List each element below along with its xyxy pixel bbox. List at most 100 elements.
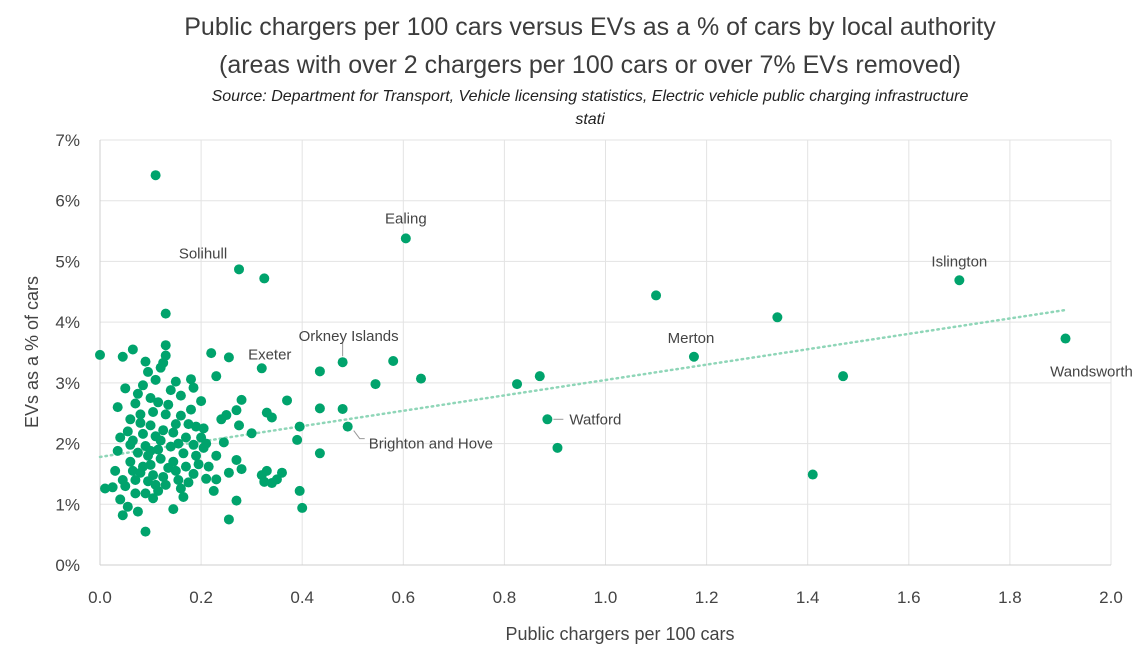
- point-annotation: Exeter: [248, 346, 291, 363]
- data-point: [127, 465, 138, 476]
- chart-title-line-2: (areas with over 2 chargers per 100 cars…: [219, 51, 961, 79]
- y-tick-label: 6%: [55, 192, 80, 211]
- data-point: [256, 363, 267, 374]
- data-point: [168, 427, 179, 438]
- data-point: [178, 448, 189, 459]
- data-point: [191, 421, 202, 432]
- data-point: [125, 439, 136, 450]
- x-tick-label: 0.8: [493, 588, 517, 607]
- y-tick-label: 1%: [55, 495, 80, 514]
- data-point: [178, 492, 189, 502]
- data-point: [140, 356, 151, 367]
- data-point: [223, 514, 234, 525]
- data-point: [165, 385, 176, 396]
- data-point: [314, 448, 325, 459]
- data-point: [137, 380, 148, 391]
- data-point: [201, 473, 212, 484]
- x-tick-label: 2.0: [1099, 588, 1123, 607]
- data-point: [183, 419, 194, 430]
- data-point: [160, 409, 171, 420]
- data-point: [145, 420, 156, 431]
- data-point: [120, 481, 131, 492]
- data-point: [282, 395, 293, 406]
- data-point: [170, 465, 181, 476]
- data-point: [246, 428, 257, 439]
- data-point: [158, 471, 169, 482]
- data-point: [191, 450, 202, 461]
- data-point: [415, 373, 426, 384]
- data-point: [125, 456, 136, 467]
- data-point: [137, 428, 148, 439]
- x-axis-title: Public chargers per 100 cars: [505, 624, 734, 644]
- data-point: [314, 366, 325, 377]
- data-point: [150, 170, 161, 181]
- chart-subtitle-line-1: Source: Department for Transport, Vehicl…: [212, 88, 969, 105]
- data-point: [130, 475, 141, 485]
- data-point: [148, 407, 159, 417]
- data-point: [163, 462, 174, 473]
- data-point: [188, 382, 199, 393]
- data-point: [185, 374, 196, 385]
- data-point: [132, 506, 143, 517]
- data-point: [211, 474, 222, 485]
- data-point: [107, 482, 118, 493]
- y-tick-label: 0%: [55, 556, 80, 575]
- data-point: [143, 476, 154, 487]
- data-point: [112, 445, 123, 456]
- y-tick-labels: 0% 1% 2% 3% 4% 5% 6% 7%: [55, 131, 80, 575]
- data-point: [163, 399, 174, 410]
- data-point: [173, 475, 184, 485]
- data-point: [175, 483, 186, 494]
- point-annotation: Wandsworth: [1050, 364, 1133, 381]
- data-point: [261, 465, 272, 476]
- x-tick-label: 1.8: [998, 588, 1022, 607]
- point-annotation: Orkney Islands: [299, 328, 399, 345]
- annotations: Ealing Solihull Islington Orkney Islands Exe…: [179, 210, 1133, 452]
- x-tick-label: 0.2: [189, 588, 213, 607]
- data-point: [168, 504, 179, 515]
- annotation-leader: [353, 430, 365, 440]
- data-point: [231, 495, 242, 506]
- x-tick-label: 1.2: [695, 588, 719, 607]
- data-point: [203, 461, 214, 472]
- y-axis-title: EVs as a % of cars: [22, 276, 42, 428]
- data-point: [266, 478, 277, 489]
- data-point: [135, 409, 146, 420]
- data-point: [158, 357, 169, 368]
- data-point: [294, 421, 305, 432]
- data-point: [132, 447, 143, 458]
- data-point: [838, 371, 849, 382]
- data-point: [150, 374, 161, 385]
- data-point: [145, 393, 156, 404]
- data-point: [188, 439, 199, 450]
- x-tick-labels: 0.0 0.2 0.4 0.6 0.8 1.0 1.2 1.4 1.6 1.8 2.0: [88, 588, 1123, 607]
- data-point: [145, 459, 156, 470]
- data-point: [542, 414, 553, 425]
- point-annotation: Watford: [569, 411, 621, 428]
- data-point: [127, 344, 138, 355]
- data-point: [688, 351, 699, 362]
- data-point: [297, 502, 308, 513]
- data-point: [130, 488, 141, 499]
- data-point: [100, 483, 111, 494]
- data-point: [337, 357, 348, 368]
- data-point: [148, 493, 159, 504]
- data-point: [198, 423, 209, 434]
- data-point: [153, 397, 164, 408]
- data-point: [1060, 333, 1071, 344]
- data-point: [218, 437, 229, 448]
- data-point: [534, 371, 545, 382]
- data-point: [651, 290, 662, 301]
- data-point: [342, 421, 353, 432]
- data-point: [234, 420, 245, 431]
- y-tick-label: 7%: [55, 131, 80, 150]
- data-point: [112, 402, 123, 413]
- data-point: [236, 394, 247, 405]
- data-point: [236, 464, 247, 475]
- x-tick-label: 0.4: [290, 588, 314, 607]
- data-point: [512, 379, 523, 390]
- data-point: [130, 398, 141, 409]
- data-point: [337, 403, 348, 414]
- data-point: [292, 434, 303, 445]
